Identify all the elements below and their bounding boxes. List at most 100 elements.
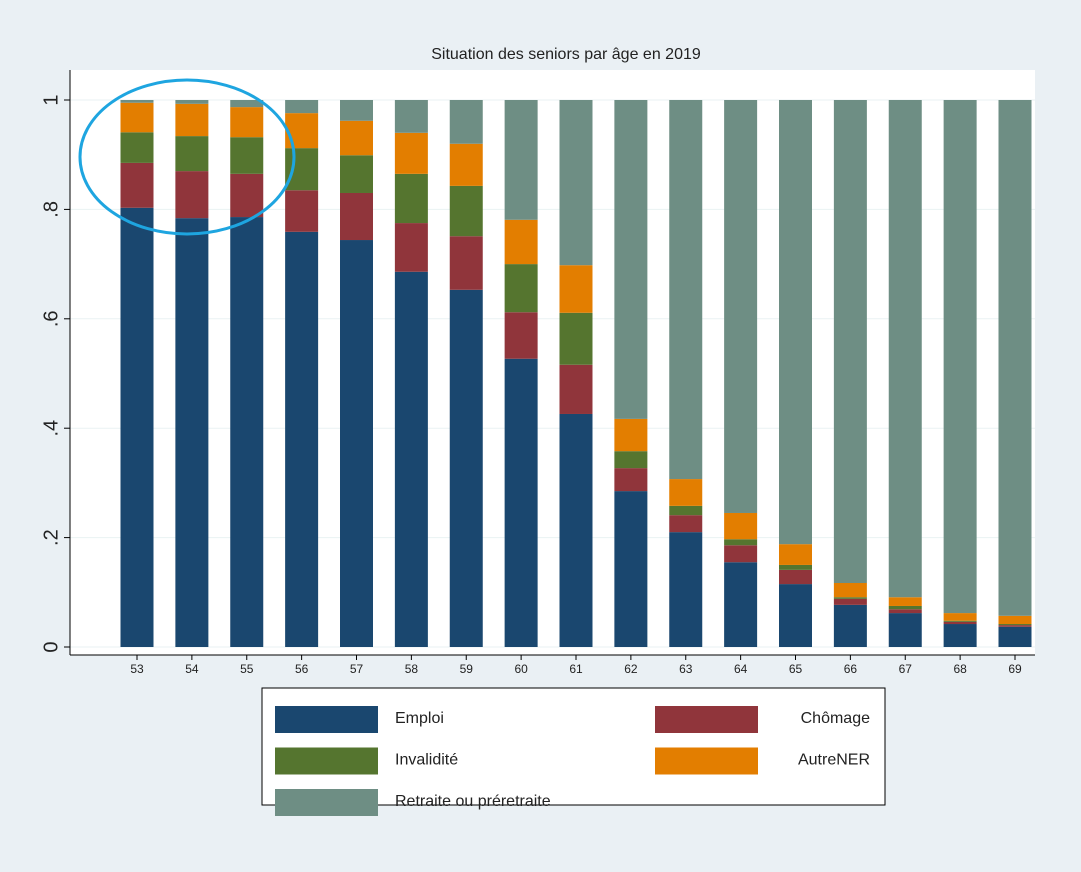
bar-segment xyxy=(888,609,922,614)
legend-swatch xyxy=(275,747,378,775)
bar-segment xyxy=(120,207,154,647)
bar-segment xyxy=(340,192,373,241)
x-tick-label: 56 xyxy=(295,662,309,676)
x-tick-label: 69 xyxy=(1008,662,1022,676)
bar-segment xyxy=(724,100,758,513)
bar-segment xyxy=(833,597,867,599)
bar-segment xyxy=(230,107,264,138)
bar-segment xyxy=(340,100,373,121)
bar-segment xyxy=(175,171,209,219)
bar-segment xyxy=(779,100,812,545)
bar-segment xyxy=(120,100,154,103)
legend-label: AutreNER xyxy=(798,752,870,769)
legend-label: Chômage xyxy=(801,710,870,727)
bar-segment xyxy=(614,491,648,647)
bar-segment xyxy=(998,100,1032,616)
bar-segment xyxy=(888,100,922,598)
bar-segment xyxy=(340,155,373,193)
bar-segment xyxy=(614,418,648,452)
legend-swatch xyxy=(655,747,758,775)
bar-segment xyxy=(669,505,703,516)
bar-segment xyxy=(504,100,538,220)
bar-segment xyxy=(724,545,758,563)
bar-segment xyxy=(943,620,977,622)
bar-segment xyxy=(449,185,483,237)
x-tick-label: 68 xyxy=(953,662,967,676)
chart-title: Situation des seniors par âge en 2019 xyxy=(431,46,701,63)
bar-segment xyxy=(669,515,703,533)
legend-label: Invalidité xyxy=(395,752,458,769)
bar-segment xyxy=(340,120,373,156)
bar-segment xyxy=(340,240,373,648)
bar-segment xyxy=(120,162,154,208)
bar-segment xyxy=(559,265,593,313)
bar-segment xyxy=(559,364,593,414)
bar-segment xyxy=(559,100,593,266)
x-tick-label: 61 xyxy=(569,662,583,676)
x-tick-label: 59 xyxy=(460,662,474,676)
bar-segment xyxy=(888,597,922,606)
bar-segment xyxy=(175,100,209,104)
legend-label: Retraite ou préretraite xyxy=(395,793,551,810)
bar-segment xyxy=(833,100,867,584)
legend-swatch xyxy=(275,706,378,733)
x-tick-label: 57 xyxy=(350,662,364,676)
bar-segment xyxy=(724,562,758,647)
legend-label: Emploi xyxy=(395,710,444,727)
bar-segment xyxy=(559,413,593,647)
legend-swatch xyxy=(655,706,758,733)
y-tick-label: 0 xyxy=(40,641,62,652)
bar-segment xyxy=(449,289,483,647)
x-tick-label: 66 xyxy=(844,662,858,676)
bar-segment xyxy=(449,143,483,186)
bar-segment xyxy=(833,583,867,598)
bar-segment xyxy=(614,100,648,419)
x-tick-label: 67 xyxy=(899,662,913,676)
bar-segment xyxy=(943,100,977,614)
bar-segment xyxy=(120,132,154,163)
y-tick-label: .4 xyxy=(40,420,62,437)
y-tick-label: .2 xyxy=(40,529,62,546)
bar-segment xyxy=(998,626,1032,647)
bar-segment xyxy=(669,479,703,506)
bar-segment xyxy=(724,512,758,540)
legend-swatch xyxy=(275,789,378,816)
y-tick-label: 1 xyxy=(40,94,62,105)
bar-segment xyxy=(175,218,209,648)
bar-segment xyxy=(285,100,319,114)
x-tick-label: 54 xyxy=(185,662,199,676)
x-tick-label: 58 xyxy=(405,662,419,676)
bar-segment xyxy=(833,598,867,605)
bar-segment xyxy=(943,624,977,647)
bar-segment xyxy=(230,137,264,174)
bar-segment xyxy=(230,173,264,218)
bar-segment xyxy=(504,219,538,265)
bar-segment xyxy=(394,271,428,647)
x-tick-label: 63 xyxy=(679,662,693,676)
legend xyxy=(261,687,886,806)
x-tick-label: 60 xyxy=(514,662,528,676)
bar-segment xyxy=(669,532,703,647)
bar-segment xyxy=(888,605,922,610)
bar-segment xyxy=(943,621,977,625)
bar-segment xyxy=(998,625,1032,627)
bar-segment xyxy=(285,231,319,647)
bar-segment xyxy=(614,468,648,492)
bar-segment xyxy=(559,312,593,365)
bar-segment xyxy=(779,584,812,647)
bar-segment xyxy=(943,613,977,621)
bar-segment xyxy=(614,451,648,469)
x-tick-label: 53 xyxy=(130,662,144,676)
bar-segment xyxy=(394,132,428,174)
bar-segment xyxy=(394,173,428,224)
bar-segment xyxy=(175,103,209,137)
x-tick-label: 65 xyxy=(789,662,803,676)
bar-segment xyxy=(120,102,154,133)
bar-segment xyxy=(230,100,264,108)
plot: 0 .2 .4 .6 .8 1 53 54 55 56 57 58 59 60 61 62 63 64 65 66 67… xyxy=(40,94,1035,676)
bar-segment xyxy=(230,217,264,648)
highlight-ellipse xyxy=(78,78,296,236)
bar-segment xyxy=(998,615,1032,625)
bar-segment xyxy=(724,539,758,546)
